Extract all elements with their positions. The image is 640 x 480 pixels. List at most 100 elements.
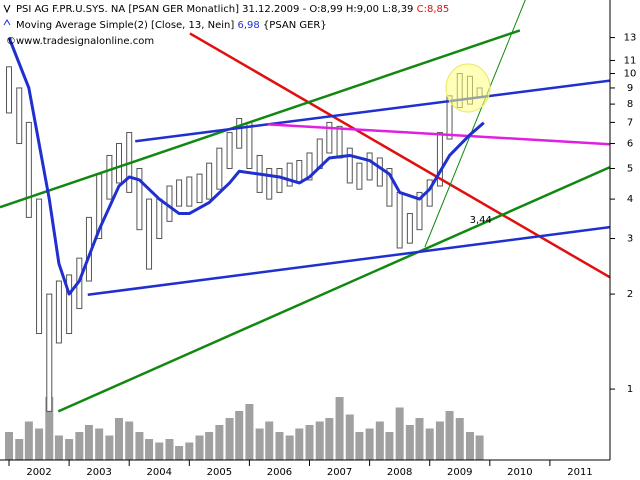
y-tick-label: 4	[627, 194, 633, 205]
x-tick-label: 2002	[26, 467, 51, 478]
price-bar	[286, 162, 293, 187]
volume-bar	[345, 414, 354, 460]
price-bar	[106, 154, 113, 200]
volume-bar	[285, 435, 294, 460]
volume-bar	[375, 421, 384, 460]
header-line-1: PSI AG F.PR.U.SYS. NA [PSAN GER Monatlic…	[16, 4, 449, 15]
volume-bar	[45, 397, 54, 460]
price-bar	[156, 198, 163, 240]
volume-bar	[15, 439, 24, 460]
trend-line	[57, 166, 610, 413]
x-tick-label: 2008	[387, 467, 412, 478]
volume-bar	[175, 446, 184, 460]
price-bar	[276, 168, 283, 193]
header-url: www.tradesignalonline.com	[16, 36, 154, 47]
axes: 1 2 3 4 5 6 7 8 9 10 11 13 2002 2003 2004 2005 2006 2007 2…	[8, 33, 637, 478]
price-bar	[246, 121, 253, 170]
volume-bar	[435, 421, 444, 460]
volume-bar	[315, 421, 324, 460]
volume-bar	[135, 432, 144, 460]
x-tick-label: 2005	[207, 467, 232, 478]
volume-bar	[125, 421, 134, 460]
trend-line	[0, 29, 521, 209]
price-bar	[226, 132, 233, 170]
volume-bar	[355, 432, 364, 460]
volume-bar	[405, 425, 414, 460]
header-line-2: Moving Average Simple(2) [Close, 13, Nei…	[16, 20, 327, 31]
moving-average	[7, 37, 485, 296]
volume-bar	[365, 428, 374, 460]
volume-bar	[415, 418, 424, 460]
y-tick-label: 8	[627, 99, 633, 110]
volume-bar	[215, 425, 224, 460]
icon	[3, 4, 11, 14]
price-bar	[216, 147, 223, 190]
x-tick-label: 2011	[567, 467, 592, 478]
volume-bar	[265, 421, 274, 460]
y-tick-label: 9	[627, 83, 633, 94]
x-tick-label: 2007	[327, 467, 352, 478]
volume-bar	[114, 418, 123, 460]
volume-bar	[235, 411, 244, 460]
volume-bar	[305, 425, 314, 460]
volume-bar	[95, 428, 104, 460]
price-bar	[416, 191, 423, 231]
volume-bar	[24, 421, 33, 460]
price-bar	[6, 66, 13, 114]
volume-bar	[445, 411, 454, 460]
volume-bar	[325, 418, 334, 460]
volume-bar	[245, 404, 254, 460]
volume-bar	[225, 418, 234, 460]
y-tick-label: 10	[624, 69, 637, 80]
price-bar	[296, 160, 303, 184]
plot-area	[0, 0, 610, 413]
trend-line	[87, 225, 610, 297]
volume-bar	[385, 432, 394, 460]
volume-bar	[395, 407, 404, 460]
trend-line	[135, 79, 610, 143]
y-tick-label: 11	[624, 55, 637, 66]
volume-bar	[255, 428, 264, 460]
volume-bar	[465, 432, 474, 460]
x-tick-label: 2006	[267, 467, 292, 478]
price-bar	[236, 118, 243, 149]
price-bar	[406, 213, 413, 244]
y-tick-label: 6	[627, 139, 633, 150]
volume-bar	[5, 432, 14, 460]
volume-layer	[5, 397, 484, 460]
header-text: PSI AG F.PR.U.SYS. NA [PSAN GER Monatlic…	[16, 4, 413, 15]
volume-bar	[335, 397, 344, 460]
price-bar	[266, 168, 273, 200]
volume-bar	[84, 425, 93, 460]
price-bar	[356, 162, 363, 190]
volume-bar	[185, 442, 194, 460]
volume-bar	[195, 435, 204, 460]
y-tick-label: 13	[624, 33, 637, 44]
price-bar	[336, 125, 343, 159]
price-bar	[186, 176, 193, 207]
volume-bar	[295, 428, 304, 460]
trend-line	[424, 0, 526, 248]
price-bar	[326, 121, 333, 154]
volume-bar	[105, 435, 114, 460]
header-text: Moving Average Simple(2) [Close, 13, Nei…	[16, 20, 234, 31]
price-bar	[436, 132, 443, 187]
price-bar	[25, 121, 32, 218]
volume-bar	[165, 439, 174, 460]
x-tick-label: 2004	[147, 467, 172, 478]
y-tick-label: 3	[627, 234, 633, 245]
price-bar	[55, 280, 62, 344]
header-ma-value: 6,98	[237, 20, 259, 31]
volume-bar	[275, 432, 284, 460]
y-tick-label: 2	[627, 289, 633, 300]
volume-bar	[205, 432, 214, 460]
trend-line	[267, 123, 610, 146]
volume-bar	[75, 432, 84, 460]
price-bar	[196, 173, 203, 204]
price-bar	[206, 162, 213, 200]
header-text: {PSAN GER}	[263, 20, 327, 31]
volume-bar	[145, 439, 154, 460]
volume-bar	[65, 439, 74, 460]
